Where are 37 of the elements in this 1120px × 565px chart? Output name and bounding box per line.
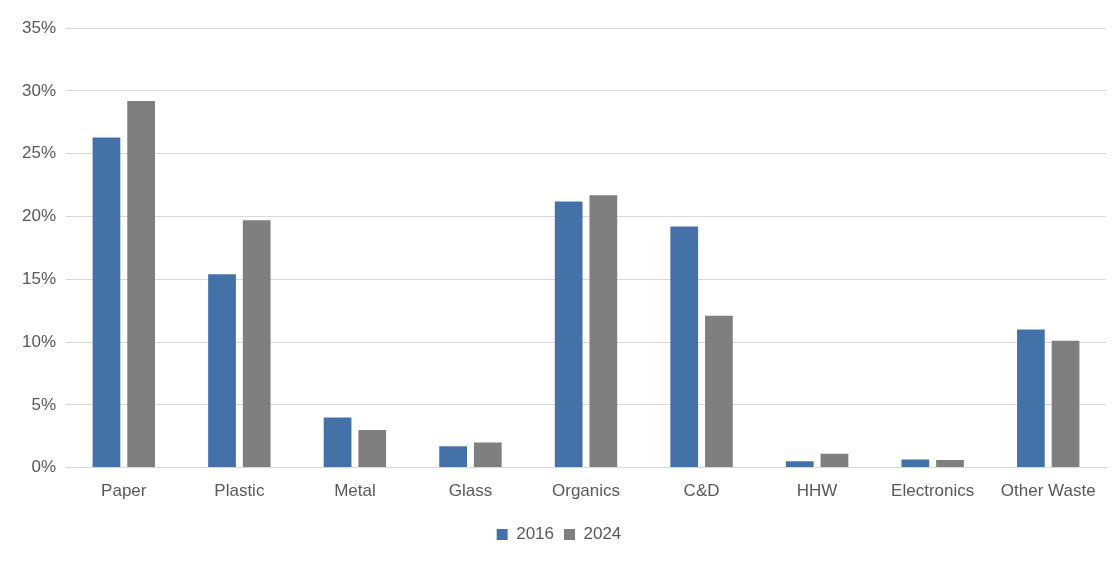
x-tick-label: Plastic xyxy=(214,481,265,501)
x-tick-label: Electronics xyxy=(891,481,975,501)
bar xyxy=(208,274,236,468)
bar xyxy=(901,459,930,468)
bar xyxy=(358,429,387,468)
bar xyxy=(785,461,814,468)
y-tick-label: 5% xyxy=(31,394,57,414)
bar xyxy=(473,442,502,468)
bar xyxy=(1051,340,1080,468)
bar xyxy=(705,315,733,468)
y-tick-label: 15% xyxy=(21,268,57,288)
x-tick-label: Glass xyxy=(448,481,493,501)
bar xyxy=(127,101,155,468)
y-tick-label: 20% xyxy=(21,206,57,226)
y-tick-label: 10% xyxy=(21,331,57,351)
y-tick-label: 30% xyxy=(21,80,57,100)
bar xyxy=(1017,329,1045,468)
bar xyxy=(820,453,849,468)
bar xyxy=(936,460,964,468)
x-tick-label: Metal xyxy=(334,481,376,501)
y-tick-label: 35% xyxy=(21,17,57,37)
x-tick-label: Other Waste xyxy=(1000,481,1096,501)
bar xyxy=(439,446,467,468)
x-tick-label: C&D xyxy=(683,481,720,501)
x-tick-label: Organics xyxy=(552,481,621,501)
y-tick-label: 25% xyxy=(21,143,57,163)
legend-label: 2024 xyxy=(583,524,622,544)
bar xyxy=(242,220,271,468)
x-tick-label: Paper xyxy=(101,481,147,501)
bar xyxy=(670,226,699,468)
bar xyxy=(323,417,352,468)
x-tick-label: HHW xyxy=(796,481,838,501)
bar xyxy=(589,195,618,468)
bar xyxy=(554,201,583,468)
y-tick-label: 0% xyxy=(31,457,57,477)
bar xyxy=(92,137,121,468)
legend-label: 2016 xyxy=(516,524,555,544)
